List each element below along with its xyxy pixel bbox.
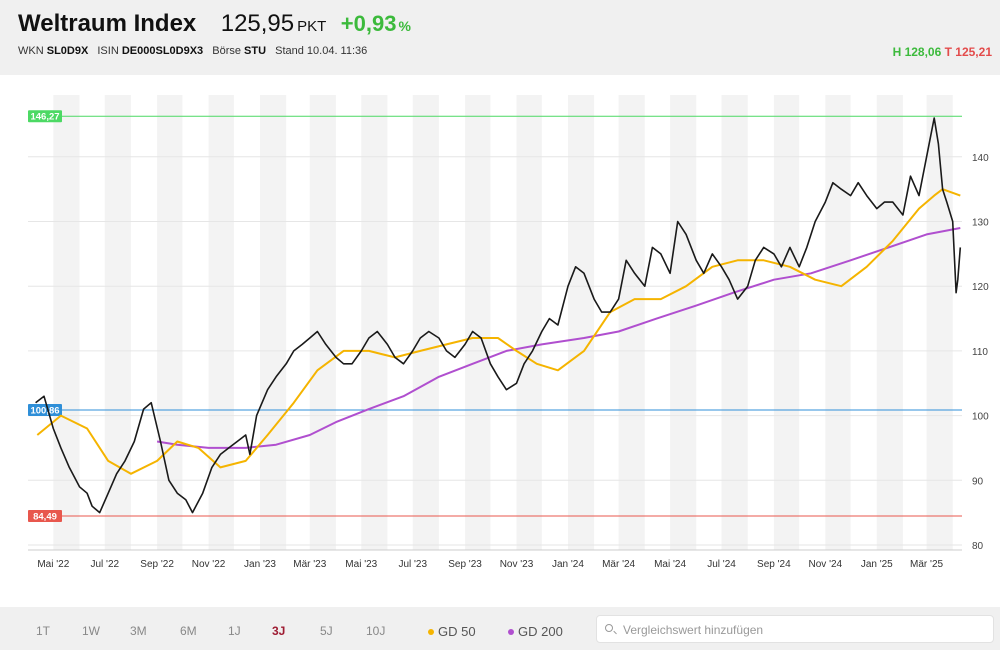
x-tick-label: Jul '24 <box>707 559 736 570</box>
y-tick-label: 110 <box>972 347 988 358</box>
month-band <box>618 95 645 550</box>
index-name: Weltraum Index <box>18 10 197 37</box>
month-band <box>412 95 439 550</box>
month-band <box>465 95 491 550</box>
price-unit: PKT <box>297 18 327 35</box>
x-tick-label: Jul '23 <box>398 559 427 570</box>
level-label-ref: 100,86 <box>30 406 59 417</box>
y-tick-label: 90 <box>972 476 984 487</box>
range-button-3m[interactable]: 3M <box>130 624 147 638</box>
wkn-label: WKN <box>18 45 44 57</box>
exchange-label: Börse <box>212 45 241 57</box>
range-button-5j[interactable]: 5J <box>320 624 333 638</box>
level-label-max: 146,27 <box>30 112 59 123</box>
x-tick-label: Nov '22 <box>192 559 226 570</box>
series-line-gd200 <box>156 227 961 449</box>
x-tick-label: Jul '22 <box>90 559 119 570</box>
chart-footer: 1T 1W 3M 6M 1J 3J 5J 10J GD 50 GD 200 <box>0 607 1000 650</box>
month-band <box>926 95 953 550</box>
x-tick-label: Mai '22 <box>37 559 69 570</box>
x-tick-label: Jan '23 <box>244 559 276 570</box>
legend-gd50-label: GD 50 <box>438 624 476 639</box>
x-tick-label: Jan '25 <box>861 559 893 570</box>
high-low: H 128,06 T 125,21 <box>893 45 992 59</box>
series-line-gd50 <box>36 188 961 475</box>
isin-label: ISIN <box>97 45 119 57</box>
month-band <box>516 95 542 550</box>
range-button-1t[interactable]: 1T <box>36 624 51 638</box>
compare-search-input[interactable] <box>621 620 985 640</box>
legend-gd50[interactable]: GD 50 <box>428 624 476 639</box>
level-label-min: 84,49 <box>33 511 57 522</box>
y-tick-label: 80 <box>972 541 984 552</box>
title-row: Weltraum Index 125,95 PKT +0,93% <box>18 10 411 38</box>
y-tick-label: 140 <box>972 153 989 164</box>
isin-value: DE000SL0D9X3 <box>121 45 204 57</box>
gd200-dot-icon <box>508 628 514 635</box>
day-high: H 128,06 <box>892 45 942 59</box>
month-band <box>567 95 595 550</box>
quote-header: Weltraum Index 125,95 PKT +0,93% WKN SL0D… <box>0 0 1000 75</box>
search-icon <box>605 624 613 632</box>
x-tick-label: Mai '23 <box>345 559 377 570</box>
range-button-6m[interactable]: 6M <box>180 624 197 638</box>
last-price: 125,95 <box>220 10 295 37</box>
y-tick-label: 120 <box>972 282 989 293</box>
price-change: +0,93 <box>340 11 397 36</box>
exchange-value: STU <box>244 45 267 57</box>
series-line-price <box>35 117 962 514</box>
compare-search[interactable] <box>596 615 994 643</box>
x-tick-label: Mär '24 <box>602 559 635 570</box>
day-low: T 125,21 <box>944 45 992 59</box>
price-change-unit: % <box>398 18 411 34</box>
month-band <box>104 95 131 550</box>
y-tick-label: 130 <box>972 218 989 229</box>
gd50-dot-icon <box>428 628 434 635</box>
month-band <box>876 95 903 550</box>
x-tick-label: Nov '24 <box>809 559 843 570</box>
month-band <box>825 95 851 550</box>
month-band <box>260 95 287 550</box>
legend-gd200[interactable]: GD 200 <box>508 624 563 639</box>
month-band <box>670 95 697 550</box>
month-band <box>773 95 800 550</box>
level-badge-min <box>28 509 62 522</box>
x-tick-label: Nov '23 <box>500 559 534 570</box>
stand-label: Stand <box>275 45 304 57</box>
level-badge-max <box>28 110 62 123</box>
x-tick-label: Sep '22 <box>140 559 174 570</box>
month-band <box>309 95 336 550</box>
wkn-value: SL0D9X <box>46 45 89 57</box>
month-band <box>208 95 234 550</box>
y-tick-label: 100 <box>972 412 989 423</box>
month-band <box>157 95 183 550</box>
range-button-10j[interactable]: 10J <box>366 624 386 638</box>
range-button-1w[interactable]: 1W <box>82 624 100 638</box>
legend-gd200-label: GD 200 <box>518 624 563 639</box>
x-tick-label: Sep '23 <box>448 559 482 570</box>
x-tick-label: Mai '24 <box>654 559 686 570</box>
month-band <box>53 95 80 550</box>
x-tick-label: Mär '23 <box>293 559 326 570</box>
x-tick-label: Sep '24 <box>757 559 791 570</box>
price-chart[interactable]: 80 90 100 110 120 130 140 Mai '22 Jul '22 Sep '22… <box>0 80 1000 580</box>
month-band <box>361 95 388 550</box>
x-tick-label: Mär '25 <box>910 559 943 570</box>
meta-row: WKN SL0D9X ISIN DE000SL0D9X3 Börse STU S… <box>18 45 367 57</box>
range-button-3j[interactable]: 3J <box>272 624 286 638</box>
x-tick-label: Jan '24 <box>552 559 584 570</box>
range-button-1j[interactable]: 1J <box>228 624 241 638</box>
month-band <box>721 95 748 550</box>
level-badge-ref <box>28 404 62 417</box>
stand-value: 10.04. 11:36 <box>306 45 368 57</box>
